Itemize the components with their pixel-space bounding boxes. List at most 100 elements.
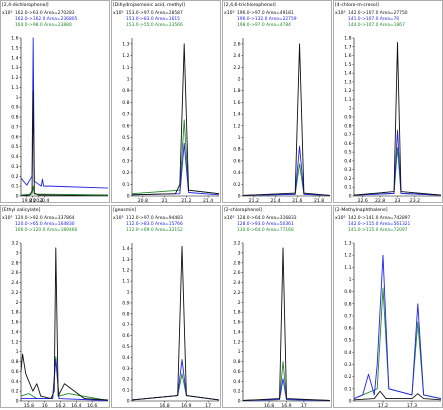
y-tick-label: 0.5	[11, 144, 18, 150]
x-tick-label: 21.2	[249, 198, 259, 203]
trace-blue	[21, 358, 108, 401]
panel-frame	[111, 205, 221, 408]
y-tick-label: 0.8	[233, 147, 240, 153]
x-tick-label: 15.8	[24, 403, 34, 408]
chromatogram-panel: [4-chloro-m-cresol] x10⁵ 142.0->107.0 Area…	[333, 0, 443, 203]
y-tick-label: 0.6	[344, 141, 351, 147]
y-tick-label: 0.8	[122, 100, 129, 106]
panel-title: [4-chloro-m-cresol]	[335, 2, 379, 8]
scale-label: x10⁵	[335, 215, 346, 221]
legend-entry: 128.0->93.0 Area=50361	[237, 221, 294, 227]
y-tick-label: 0	[349, 399, 352, 405]
y-tick-label: 1	[127, 76, 130, 82]
chromatogram-panel: [2-Methylnaphthalene] x10⁵ 142.0->141.0 Ar…	[333, 205, 443, 408]
y-tick-label: 0.1	[344, 185, 351, 191]
trace-black	[21, 247, 108, 401]
panel-frame	[111, 0, 221, 203]
x-tick-label: 21.6	[292, 198, 302, 203]
scale-label: x10⁵	[224, 10, 235, 16]
y-tick-label: 1.2	[11, 75, 18, 81]
chromatogram-panel: [2-chlorophenol] x10⁵ 128.0->64.0 Area=316…	[222, 205, 332, 408]
x-tick-label: 20.4	[39, 198, 49, 203]
x-tick-label: 16.2	[55, 403, 65, 408]
legend-entry: 153.0->55.0 Area=13566	[126, 22, 183, 28]
y-tick-label: 0	[238, 399, 241, 405]
y-tick-label: 2.4	[11, 280, 18, 286]
chromatogram-panel: [2,4,6-trichlorophenol] x10⁵ 196.0->97.0 A…	[222, 0, 332, 203]
chromatogram-svg: [geosmin]x10⁵ 112.0->97.0 Area=94483112.0…	[111, 205, 221, 408]
y-tick-label: 1.1	[11, 85, 18, 91]
legend-entry: 196.0->97.0 Area=49181	[237, 10, 294, 16]
y-tick-label: 0.4	[344, 158, 351, 164]
legend-entry: 162.0->63.0 Area=270283	[15, 10, 75, 16]
trace-green	[132, 119, 219, 195]
y-tick-label: 0.6	[233, 158, 240, 164]
y-tick-label: 1.2	[344, 88, 351, 94]
x-tick-label: 16.9	[281, 403, 291, 408]
panel-frame	[222, 205, 332, 408]
legend-entry: 112.0->83.0 Area=15766	[126, 221, 183, 227]
y-tick-label: 0.3	[122, 366, 129, 372]
x-tick-label: 21.8	[314, 198, 324, 203]
x-tick-label: 16.8	[264, 403, 274, 408]
y-tick-label: 1.6	[233, 100, 240, 106]
y-tick-label: 0	[238, 194, 241, 200]
panel-title: [2,4,6-trichlorophenol]	[224, 2, 276, 8]
y-tick-label: 0	[127, 399, 130, 405]
y-tick-label: 0.7	[122, 112, 129, 118]
y-tick-label: 1.3	[344, 79, 351, 85]
y-tick-label: 0.2	[233, 389, 240, 395]
legend-entry: 130.0->64.0 Area=77166	[237, 227, 294, 233]
x-tick-label: 22.6	[358, 198, 368, 203]
chromatogram-panel: [Dihydrojasmonic acid, methyl] x10⁵ 153.0-…	[111, 0, 221, 203]
y-tick-label: 1.2	[122, 268, 129, 274]
y-tick-label: 0.6	[122, 123, 129, 129]
y-tick-label: 1.1	[344, 265, 351, 271]
chromatogram-svg: [2,4-dichlorophenol] x10⁵ 162.0->63.0 Area…	[0, 0, 110, 203]
legend-entry: 144.0->107.0 Area=1867	[348, 22, 405, 28]
panel-title: [2-Methylnaphthalene]	[335, 207, 388, 213]
trace-black	[354, 41, 441, 196]
y-tick-label: 0.9	[122, 88, 129, 94]
x-tick-label: 19.8	[22, 198, 32, 203]
trace-blue	[243, 378, 330, 401]
y-tick-label: 0.5	[344, 338, 351, 344]
legend-entry: 153.0->97.0 Area=28587	[126, 10, 183, 16]
legend-entry: 164.0->98.0 Area=23880	[15, 22, 72, 28]
y-tick-label: 2	[238, 76, 241, 82]
chromatogram-panel: [Ethyl salicylate] x10⁵ 120.0->92.0 Area=3…	[0, 205, 110, 408]
x-tick-label: 17	[301, 403, 307, 408]
y-tick-label: 0.1	[344, 386, 351, 392]
x-tick-label: 21.4	[271, 198, 281, 203]
trace-blue	[21, 37, 108, 189]
legend-entry: 196.0->132.0 Area=22759	[237, 16, 297, 22]
legend-entry: 198.0->97.0 Area=4784	[237, 22, 291, 28]
x-tick-label: 20.8	[138, 198, 148, 203]
y-tick-label: 1.6	[344, 53, 351, 59]
y-tick-label: 0.2	[344, 374, 351, 380]
y-tick-label: 1.2	[122, 53, 129, 59]
y-tick-label: 1	[349, 277, 352, 283]
y-tick-label: 0.8	[344, 123, 351, 129]
trace-blue	[132, 359, 219, 401]
panel-title: [2-chlorophenol]	[224, 207, 262, 213]
trace-black	[132, 43, 219, 196]
scale-label: x10⁵	[2, 215, 13, 221]
chromatogram-panel: [geosmin] x10⁵ 112.0->97.0 Area=94483 112.0…	[111, 205, 221, 408]
y-tick-label: 0.4	[344, 350, 351, 356]
x-tick-label: 22.8	[375, 198, 385, 203]
y-tick-label: 1.7	[344, 44, 351, 50]
legend-entry: 112.0->97.0 Area=94483	[126, 215, 183, 221]
y-tick-label: 3.2	[233, 241, 240, 247]
y-tick-label: 0.3	[122, 158, 129, 164]
y-tick-label: 0.4	[122, 355, 129, 361]
legend-entry: 153.0->83.0 Area=1615	[126, 16, 180, 22]
y-tick-label: 0.3	[344, 362, 351, 368]
x-tick-label: 21.2	[181, 198, 191, 203]
y-tick-label: 3	[238, 250, 241, 256]
x-tick-label: 20.2	[33, 198, 43, 203]
trace-black	[132, 245, 219, 401]
y-tick-label: 2.4	[233, 280, 240, 286]
y-tick-label: 0.8	[344, 301, 351, 307]
legend-entry: 120.0->65.0 Area=164830	[15, 221, 75, 227]
